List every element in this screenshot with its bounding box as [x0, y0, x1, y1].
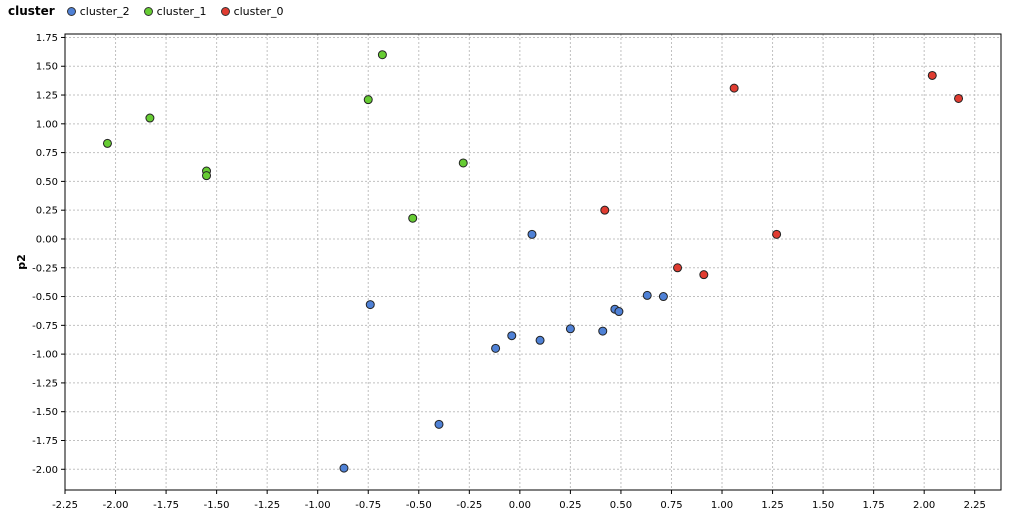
legend-swatch-cluster-1 [143, 6, 153, 16]
x-tick-label: 2.25 [964, 500, 986, 511]
x-tick-label: -0.50 [406, 500, 432, 511]
y-tick-label: -0.50 [32, 292, 58, 303]
legend-item-cluster-2: cluster_2 [66, 4, 130, 18]
point-cluster-1 [102, 138, 112, 148]
point-cluster-2 [642, 290, 652, 300]
legend: cluster cluster_2 cluster_1 cluster_0 [8, 3, 297, 19]
y-tick-label: 1.50 [36, 62, 58, 73]
point-cluster-1 [458, 158, 468, 168]
y-tick-label: 1.25 [36, 91, 58, 102]
legend-item-cluster-1: cluster_1 [143, 4, 207, 18]
x-tick-label: -1.00 [305, 500, 331, 511]
point-cluster-0 [673, 263, 683, 273]
x-tick-label: 1.00 [711, 500, 733, 511]
point-cluster-1 [408, 213, 418, 223]
point-cluster-2 [598, 326, 608, 336]
point-cluster-2 [434, 419, 444, 429]
x-tick-label: 0.50 [610, 500, 632, 511]
y-tick-label: 0.50 [36, 177, 58, 188]
point-cluster-2 [527, 229, 537, 239]
point-cluster-0 [699, 270, 709, 280]
y-tick-label: -1.25 [32, 378, 58, 389]
x-tick-label: -1.75 [153, 500, 179, 511]
point-cluster-2 [365, 300, 375, 310]
point-cluster-2 [535, 335, 545, 345]
legend-swatch-cluster-2 [66, 6, 76, 16]
point-cluster-1 [145, 113, 155, 123]
x-tick-label: 0.75 [660, 500, 682, 511]
y-axis-ticks: 1.75 1.50 1.25 1.00 0.75 0.50 0.25 0.00 -0.25 -0.… [32, 33, 65, 476]
x-tick-label: 0.25 [559, 500, 581, 511]
y-tick-label: 0.00 [36, 234, 58, 245]
y-tick-label: -0.25 [32, 263, 58, 274]
y-axis-title: p2 [15, 254, 28, 270]
point-cluster-2 [658, 292, 668, 302]
point-cluster-2 [565, 324, 575, 334]
x-tick-label: -1.50 [204, 500, 230, 511]
y-tick-label: 0.75 [36, 148, 58, 159]
point-cluster-0 [954, 93, 964, 103]
legend-label-cluster-2: cluster_2 [79, 4, 130, 18]
y-tick-label: -1.50 [32, 407, 58, 418]
x-tick-label: -0.25 [456, 500, 482, 511]
x-tick-label: -0.75 [355, 500, 381, 511]
legend-title: cluster [8, 4, 55, 18]
point-cluster-0 [772, 229, 782, 239]
point-cluster-1 [363, 95, 373, 105]
x-tick-label: 0.00 [509, 500, 531, 511]
y-tick-label: -1.75 [32, 436, 58, 447]
y-tick-label: 0.25 [36, 206, 58, 217]
legend-item-cluster-0: cluster_0 [220, 4, 284, 18]
legend-swatch-cluster-0 [220, 6, 230, 16]
x-axis-ticks: -2.25 -2.00 -1.75 -1.50 -1.25 -1.00 -0.75 -0.50… [52, 490, 986, 511]
point-cluster-2 [614, 307, 624, 317]
legend-label-cluster-0: cluster_0 [233, 4, 284, 18]
point-cluster-0 [729, 83, 739, 93]
y-tick-label: 1.00 [36, 119, 58, 130]
x-tick-label: 1.25 [761, 500, 783, 511]
x-tick-label: 1.50 [812, 500, 834, 511]
x-tick-label: 1.75 [863, 500, 885, 511]
y-tick-label: 1.75 [36, 33, 58, 44]
grid-lines [64, 34, 1001, 490]
point-cluster-2 [491, 343, 501, 353]
plot-frame [64, 33, 1002, 491]
point-cluster-1 [202, 171, 212, 181]
y-tick-label: -1.00 [32, 350, 58, 361]
y-tick-label: -0.75 [32, 321, 58, 332]
x-tick-label: -2.00 [103, 500, 129, 511]
x-tick-label: 2.00 [913, 500, 935, 511]
point-cluster-2 [507, 331, 517, 341]
y-tick-label: -2.00 [32, 465, 58, 476]
data-points [102, 50, 964, 473]
x-tick-label: -1.25 [254, 500, 280, 511]
point-cluster-2 [339, 463, 349, 473]
point-cluster-1 [377, 50, 387, 60]
x-tick-label: -2.25 [52, 500, 78, 511]
point-cluster-0 [600, 205, 610, 215]
legend-label-cluster-1: cluster_1 [156, 4, 207, 18]
point-cluster-0 [927, 70, 937, 80]
